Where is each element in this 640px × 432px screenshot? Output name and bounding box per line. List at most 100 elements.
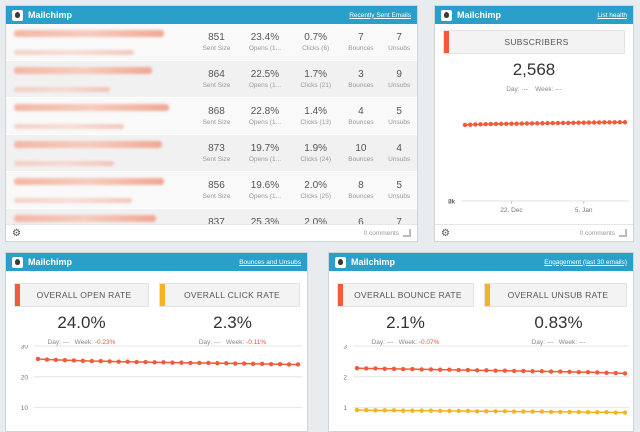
data-point — [604, 410, 609, 415]
data-point — [576, 369, 581, 375]
bounces-cell: 3 Bounces — [340, 60, 382, 98]
campaign-name-cell — [6, 60, 194, 98]
campaigns-table: 851 Sent Size 23.4% Opens (1... 0.7% Clicks (… — [6, 24, 417, 241]
data-point — [373, 408, 378, 413]
data-point — [521, 368, 526, 374]
data-point — [558, 409, 563, 415]
sent-cell: 856 Sent Size — [194, 171, 239, 209]
data-point — [215, 361, 220, 366]
widget-footer: ⚙ 0 comments — [6, 224, 417, 241]
data-point — [179, 360, 184, 365]
campaign-name-cell — [6, 134, 194, 172]
y-tick-label: 0k — [448, 199, 456, 206]
bounces-and-unsubs-link[interactable]: Bounces and Unsubs — [239, 258, 301, 266]
data-point — [428, 408, 434, 413]
data-point — [585, 369, 591, 375]
engagement-link[interactable]: Engagement (last 30 emails) — [544, 258, 627, 266]
data-point — [373, 366, 378, 371]
campaign-name-redacted — [14, 104, 169, 111]
data-point — [478, 122, 483, 127]
campaign-subject-redacted — [14, 198, 132, 203]
widget-header: Mailchimp Recently Sent Emails — [6, 6, 417, 24]
week-label: Week: — [74, 339, 93, 346]
data-point — [612, 120, 617, 125]
data-point — [567, 409, 572, 415]
metric-label: SUBSCRIBERS — [504, 37, 569, 47]
resize-handle-icon[interactable] — [619, 229, 627, 237]
comments-link[interactable]: 0 comments — [363, 229, 399, 237]
data-point — [539, 409, 545, 414]
data-point — [428, 367, 434, 372]
gear-icon[interactable]: ⚙ — [441, 227, 450, 239]
table-row[interactable]: 856 Sent Size 19.6% Opens (1... 2.0% Clicks (… — [6, 171, 417, 209]
data-point — [98, 358, 103, 364]
widget-title: Mailchimp — [457, 10, 502, 20]
list-health-link[interactable]: List health — [597, 11, 627, 19]
table-row[interactable]: 868 Sent Size 22.8% Opens (1... 1.4% Clicks (… — [6, 97, 417, 135]
data-point — [354, 407, 360, 413]
metric-header: OVERALL OPEN RATE — [14, 283, 149, 307]
data-point — [391, 408, 397, 413]
day-change: Day: --- — [531, 339, 554, 346]
week-label: Week: — [558, 339, 578, 346]
data-point — [622, 371, 628, 376]
clicks-cell: 1.4% Clicks (13) — [290, 97, 341, 135]
open-rate-metric: OVERALL OPEN RATE 24.0% Day: --- Week: -… — [6, 277, 157, 346]
series-line — [357, 409, 625, 414]
data-point — [364, 366, 369, 371]
data-point — [143, 359, 148, 365]
widget-title: Mailchimp — [351, 257, 396, 267]
metric-color-bar — [485, 284, 490, 306]
mailchimp-logo-icon — [12, 9, 23, 21]
day-change: Day: --- — [198, 339, 221, 346]
unsubs-cell: 5 Unsubs — [381, 97, 417, 135]
y-tick-label: 3 — [343, 345, 347, 351]
data-point — [437, 408, 443, 414]
metric-label: OVERALL BOUNCE RATE — [354, 290, 462, 300]
opens-cell: 19.6% Opens (1... — [238, 171, 291, 209]
data-point — [161, 360, 166, 365]
metric-value: 2.1% — [386, 313, 425, 332]
data-point — [567, 369, 572, 375]
data-point — [586, 120, 592, 125]
data-point — [170, 360, 175, 365]
table-row[interactable]: 873 Sent Size 19.7% Opens (1... 1.9% Clicks (… — [6, 134, 417, 172]
data-point — [602, 120, 607, 125]
mailchimp-logo-icon — [335, 256, 346, 268]
data-point — [44, 357, 50, 362]
comments-link[interactable]: 0 comments — [579, 229, 615, 237]
data-point — [447, 408, 452, 414]
bounces-cell: 8 Bounces — [340, 171, 382, 209]
data-point — [467, 122, 473, 127]
data-point — [382, 366, 387, 371]
table-row[interactable]: 851 Sent Size 23.4% Opens (1... 0.7% Clicks (… — [6, 24, 417, 61]
data-point — [437, 367, 443, 372]
data-point — [521, 409, 526, 414]
campaign-subject-redacted — [14, 124, 124, 129]
data-point — [474, 368, 480, 373]
metric-header: OVERALL BOUNCE RATE — [337, 283, 474, 307]
data-point — [502, 409, 508, 414]
recently-sent-emails-link[interactable]: Recently Sent Emails — [349, 11, 411, 19]
gear-icon[interactable]: ⚙ — [12, 227, 21, 239]
data-point — [250, 361, 256, 367]
data-point — [498, 121, 504, 127]
data-point — [585, 410, 591, 415]
table-row[interactable]: 864 Sent Size 22.5% Opens (1... 1.7% Clicks (… — [6, 60, 417, 98]
week-label: Week: — [225, 339, 245, 346]
widget-header: Mailchimp Engagement (last 30 emails) — [329, 253, 633, 271]
sent-cell: 851 Sent Size — [194, 24, 239, 61]
data-point — [401, 366, 406, 372]
campaign-subject-redacted — [14, 161, 114, 166]
resize-handle-icon[interactable] — [403, 229, 411, 237]
engagement-widget: Mailchimp Engagement (last 30 emails) OV… — [328, 252, 634, 432]
data-point — [116, 359, 121, 364]
y-tick-label: 1k — [448, 198, 456, 205]
data-point — [382, 408, 387, 413]
data-point — [539, 369, 545, 374]
data-point — [188, 360, 193, 366]
data-point — [576, 120, 581, 125]
data-point — [35, 356, 41, 362]
metric-value: 2.3% — [213, 313, 252, 332]
